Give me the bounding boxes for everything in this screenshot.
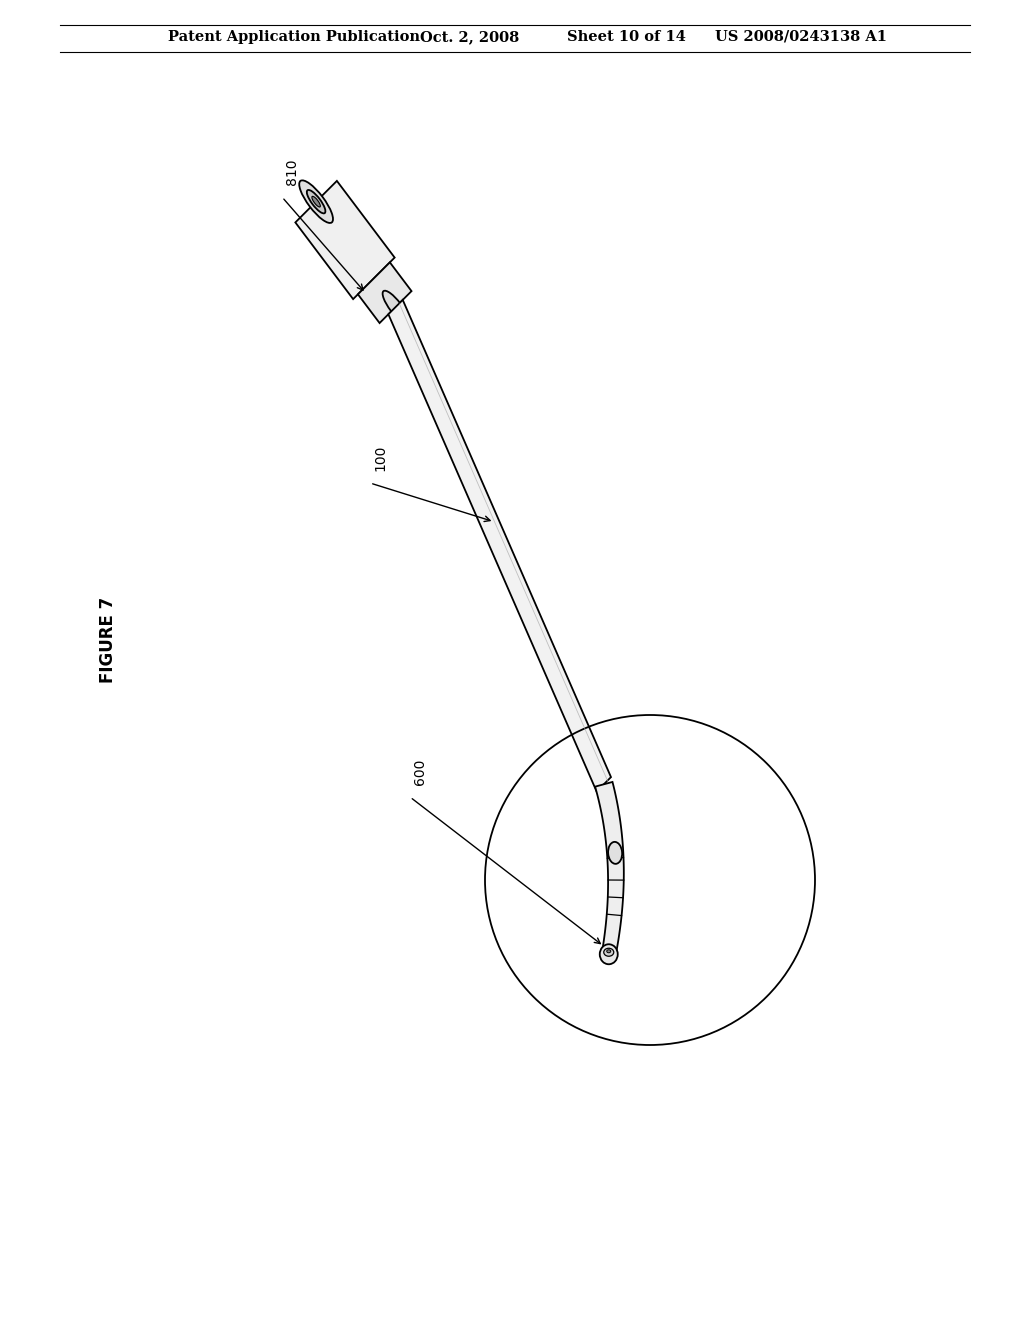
Ellipse shape xyxy=(604,948,613,956)
Polygon shape xyxy=(358,263,412,323)
Polygon shape xyxy=(595,781,624,956)
Text: 810: 810 xyxy=(285,158,299,185)
Text: Patent Application Publication: Patent Application Publication xyxy=(168,30,420,44)
Ellipse shape xyxy=(607,950,610,953)
Ellipse shape xyxy=(299,181,333,223)
Ellipse shape xyxy=(312,197,321,207)
Text: 100: 100 xyxy=(373,445,387,471)
Polygon shape xyxy=(295,181,394,300)
Text: Oct. 2, 2008: Oct. 2, 2008 xyxy=(420,30,519,44)
Ellipse shape xyxy=(307,190,326,214)
Text: US 2008/0243138 A1: US 2008/0243138 A1 xyxy=(715,30,887,44)
Ellipse shape xyxy=(608,842,623,863)
Polygon shape xyxy=(388,300,611,792)
Text: Sheet 10 of 14: Sheet 10 of 14 xyxy=(567,30,686,44)
Text: FIGURE 7: FIGURE 7 xyxy=(99,597,117,684)
Ellipse shape xyxy=(383,290,409,323)
Ellipse shape xyxy=(600,944,617,964)
Text: 600: 600 xyxy=(413,759,427,785)
